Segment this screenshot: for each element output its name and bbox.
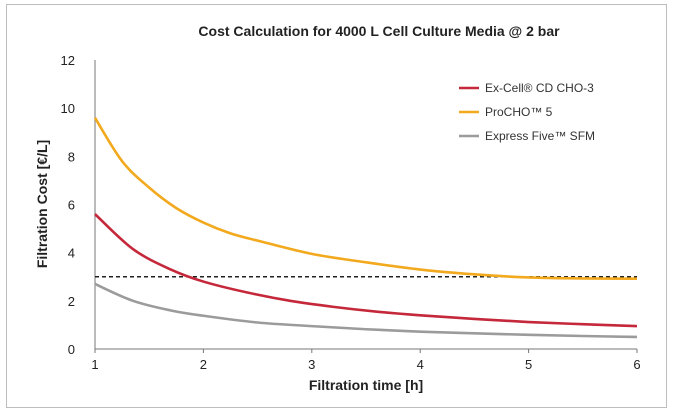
x-tick-label: 1 [91, 357, 98, 372]
series-line-1 [94, 213, 638, 328]
chart-title: Cost Calculation for 4000 L Cell Culture… [198, 23, 560, 39]
y-tick-label: 10 [61, 101, 75, 116]
x-tick-label: 6 [633, 357, 640, 372]
plot-area [93, 60, 638, 350]
series-line-2 [93, 117, 638, 280]
y-tick-label: 6 [68, 198, 75, 213]
x-axis-ticks: 1 2 3 4 5 6 [91, 349, 641, 372]
y-tick-label: 4 [68, 246, 75, 261]
y-tick-label: 2 [68, 294, 75, 309]
y-axis-ticks: 0 2 4 6 8 10 12 [61, 53, 75, 357]
y-tick-label: 8 [68, 149, 75, 164]
series-line-3 [94, 282, 638, 339]
legend-label: Express Five™ SFM [485, 129, 595, 143]
chart-frame [6, 4, 667, 408]
legend-label: ProCHO™ 5 [485, 105, 553, 119]
x-axis-title: Filtration time [h] [309, 377, 423, 393]
legend: Ex-Cell® CD CHO-3 ProCHO™ 5 Express Five™ … [459, 81, 595, 143]
y-axis-title: Filtration Cost [€/L] [34, 140, 50, 268]
x-tick-label: 4 [417, 357, 424, 372]
y-tick-label: 0 [68, 342, 75, 357]
x-tick-label: 2 [200, 357, 207, 372]
y-tick-label: 12 [61, 53, 75, 68]
x-tick-label: 5 [525, 357, 532, 372]
legend-label: Ex-Cell® CD CHO-3 [485, 81, 594, 95]
x-tick-label: 3 [308, 357, 315, 372]
